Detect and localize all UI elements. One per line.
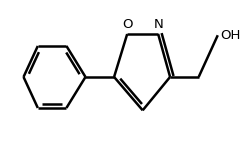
Text: OH: OH [220, 29, 241, 42]
Text: O: O [122, 18, 133, 31]
Text: N: N [153, 18, 163, 31]
